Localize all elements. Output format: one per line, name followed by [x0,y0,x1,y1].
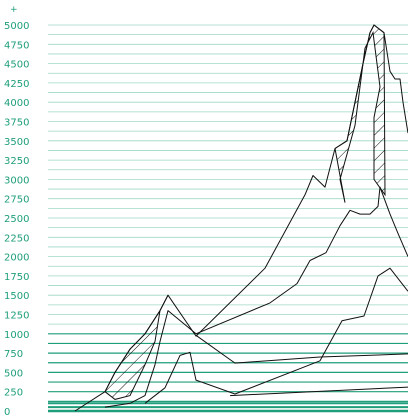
y-tick-label: 1250 [4,311,29,322]
y-tick-label: 4750 [4,40,29,51]
series-line [195,334,408,364]
series-line [74,24,408,412]
series-line [229,386,408,397]
y-tick-label: 3000 [4,175,29,186]
y-tick-label: 4500 [4,60,29,71]
y-tick-label: 1750 [4,272,29,283]
y-tick-label: 750 [4,349,23,360]
y-tick-label: 3250 [4,156,29,167]
y-tick-label: 3750 [4,118,29,129]
y-tick-label: 2750 [4,195,29,206]
y-tick-label: 4000 [4,98,29,109]
y-tick-label: 1000 [4,330,29,341]
hatched-region [334,24,386,203]
top-plus-marker: + [10,5,18,15]
y-tick-label: 2000 [4,253,29,264]
y-tick-label: 0 [4,407,10,416]
y-tick-label: 2500 [4,214,29,225]
y-tick-label: 250 [4,388,23,399]
y-tick-label: 1500 [4,291,29,302]
y-axis-tick-labels: 0 250 500 750 1000 1250 1500 1750 2000 2250 2500 27… [4,21,29,416]
y-tick-label: 4250 [4,79,29,90]
grid-lines [48,24,408,413]
y-tick-label: 500 [4,368,23,379]
series-line [104,186,408,408]
series-line [144,267,408,404]
series-lines [74,24,408,412]
y-tick-label: 3500 [4,137,29,148]
y-tick-label: 5000 [4,21,29,32]
y-tick-label: 2250 [4,233,29,244]
